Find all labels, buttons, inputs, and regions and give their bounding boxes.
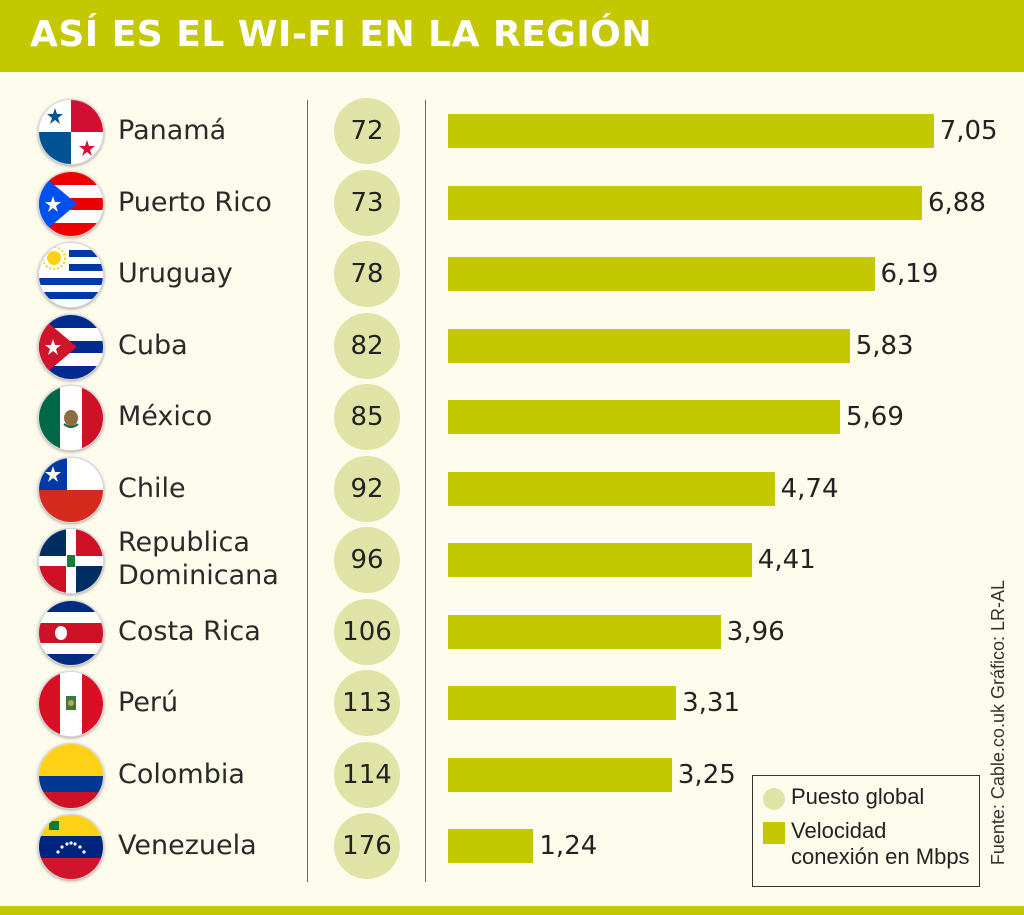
peru-flag-icon <box>38 671 104 737</box>
speed-bar <box>448 114 934 148</box>
cuba-flag-icon <box>38 313 104 380</box>
legend-rank-label: Puesto global <box>791 784 925 809</box>
global-rank-badge: 106 <box>334 598 400 665</box>
table-row: Venezuela 176 1,24 <box>0 810 1024 882</box>
speed-value-label: 7,05 <box>939 116 998 146</box>
table-row: Colombia 114 3,25 <box>0 739 1024 811</box>
global-rank-badge: 82 <box>334 312 400 379</box>
country-label: Cuba <box>118 329 188 361</box>
country-label: Panamá <box>118 115 227 146</box>
uruguay-flag-icon <box>38 242 104 308</box>
country-label: México <box>118 401 213 432</box>
source-credit: Fuente: Cable.co.uk Gráfico: LR-AL <box>988 580 1008 866</box>
legend: Puesto global Velocidad conexión en Mbps <box>752 775 980 887</box>
speed-bar <box>448 400 840 434</box>
speed-value-label: 3,25 <box>677 759 736 790</box>
legend-rank-swatch <box>763 788 785 810</box>
speed-bar <box>448 471 775 506</box>
country-label: Perú <box>118 687 179 718</box>
speed-bar <box>448 257 875 291</box>
legend-speed-label: Velocidad conexión en Mbps <box>791 818 970 869</box>
global-rank-badge: 85 <box>334 384 400 450</box>
global-rank-badge: 73 <box>334 169 400 236</box>
table-row: Uruguay 78 6,19 <box>0 238 1024 310</box>
global-rank-badge: 92 <box>334 455 400 522</box>
table-row: Chile 92 4,74 <box>0 453 1024 525</box>
table-row: Republica Dominicana 96 4,41 <box>0 524 1024 596</box>
venezuela-flag-icon <box>38 814 104 880</box>
speed-value-label: 5,83 <box>855 330 914 361</box>
speed-bar <box>448 686 677 720</box>
country-label: Republica Dominicana <box>118 527 279 591</box>
speed-value-label: 5,69 <box>846 402 904 432</box>
speed-value-label: 1,24 <box>539 831 598 861</box>
mexico-flag-icon <box>38 385 104 451</box>
speed-value-label: 4,41 <box>757 545 816 575</box>
costa-rica-flag-icon <box>38 599 104 666</box>
chart-title: ASÍ ES EL WI-FI EN LA REGIÓN <box>30 14 652 55</box>
chile-flag-icon <box>38 456 104 523</box>
speed-bar <box>448 543 752 577</box>
panama-flag-icon <box>38 99 104 165</box>
speed-value-label: 3,96 <box>726 616 785 647</box>
country-label: Colombia <box>118 758 245 790</box>
country-label: Uruguay <box>118 258 233 289</box>
global-rank-badge: 72 <box>334 98 400 164</box>
speed-value-label: 6,19 <box>880 259 939 289</box>
divider-left <box>307 100 308 882</box>
header-banner: ASÍ ES EL WI-FI EN LA REGIÓN <box>0 0 1024 72</box>
table-row: Panamá 72 7,05 <box>0 95 1024 167</box>
speed-bar <box>448 757 672 792</box>
speed-value-label: 4,74 <box>780 473 839 504</box>
global-rank-badge: 114 <box>334 741 400 808</box>
colombia-flag-icon <box>38 742 104 809</box>
speed-bar <box>448 185 922 220</box>
global-rank-badge: 176 <box>334 813 400 879</box>
table-row: Perú 113 3,31 <box>0 667 1024 739</box>
country-label: Venezuela <box>118 830 257 861</box>
speed-bar <box>448 614 721 649</box>
global-rank-badge: 78 <box>334 241 400 307</box>
speed-value-label: 6,88 <box>928 187 986 218</box>
country-label: Puerto Rico <box>118 186 272 218</box>
dominican-republic-flag-icon <box>38 528 104 594</box>
divider-right <box>425 100 426 882</box>
table-row: Costa Rica 106 3,96 <box>0 596 1024 668</box>
footer-bar <box>0 906 1024 915</box>
global-rank-badge: 96 <box>334 527 400 593</box>
table-row: Cuba 82 5,83 <box>0 310 1024 382</box>
speed-bar <box>448 829 534 863</box>
speed-value-label: 3,31 <box>682 688 740 718</box>
table-row: México 85 5,69 <box>0 381 1024 453</box>
speed-bar <box>448 328 850 363</box>
global-rank-badge: 113 <box>334 670 400 736</box>
puerto-rico-flag-icon <box>38 170 104 237</box>
legend-speed-swatch <box>763 822 785 844</box>
table-row: Puerto Rico 73 6,88 <box>0 167 1024 239</box>
country-label: Chile <box>118 472 186 504</box>
country-label: Costa Rica <box>118 615 261 647</box>
